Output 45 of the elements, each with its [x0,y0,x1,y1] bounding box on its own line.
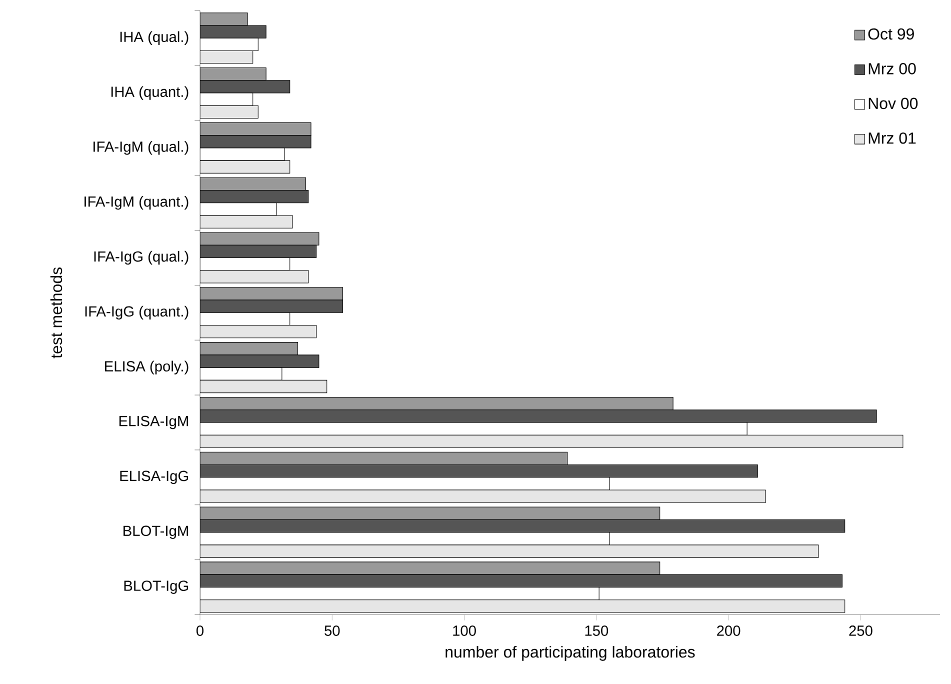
bar [200,562,660,575]
bar [200,410,877,423]
y-axis-title: test methods [50,267,62,358]
bar [200,354,320,368]
bar [200,464,758,478]
legend-label: Mrz 01 [868,132,916,144]
legend-label: Mrz 00 [868,63,916,74]
y-tick-label: IHA (quant.) [111,86,188,100]
legend-label: Nov 00 [868,98,918,110]
x-tick-label: 50 [324,626,340,636]
bar [200,287,343,300]
bar [200,177,306,190]
x-axis-title: number of participating laboratories [446,646,695,661]
x-tick-label: 0 [196,626,204,636]
bar [200,190,309,204]
bar [200,25,266,38]
y-tick-label: IFA-IgM (quant.) [84,196,188,210]
x-tick-label: 100 [453,626,476,636]
y-tick-label: BLOT-IgG [124,580,188,594]
y-tick-label: ELISA-IgG [120,470,188,484]
x-tick-label: 200 [717,626,740,636]
bar [200,122,312,136]
bar [200,396,674,410]
bar [200,574,842,588]
bar [200,519,846,533]
y-tick-label: ELISA (poly.) [105,360,188,374]
x-tick-label: 150 [585,626,608,636]
bar [200,452,568,466]
y-tick-label: ELISA-IgM [119,416,188,430]
bar [200,135,312,148]
bar [200,342,298,356]
y-tick-label: IFA-IgM (qual.) [94,141,188,155]
y-tick-label: BLOT-IgM [124,526,188,539]
bar [200,244,317,258]
bar [200,506,660,520]
bar [200,300,343,313]
y-tick-label: IFA-IgG (qual.) [94,250,188,265]
bar [200,68,266,81]
x-tick-label: 250 [849,626,872,636]
bar [200,12,248,26]
bar [200,80,290,94]
y-tick-label: IHA (qual.) [120,31,188,45]
y-tick-label: IFA-IgG (quant.) [85,306,188,320]
legend-label: Oct 99 [868,28,914,40]
bar [200,232,320,246]
